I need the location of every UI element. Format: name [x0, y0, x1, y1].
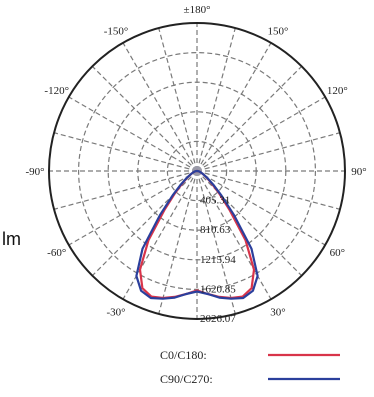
- angle-label: 60°: [330, 247, 345, 259]
- grid-ring: [166, 140, 228, 202]
- radial-tick-label: 405.31: [200, 195, 230, 207]
- angle-label: 90°: [351, 166, 366, 178]
- angle-label: 120°: [327, 85, 348, 97]
- angle-labels: ±180° 150° 120° 90° 60° 30° -30° -60° -90° -120° -…: [25, 4, 366, 318]
- grid-spoke: [196, 170, 236, 315]
- radial-tick-label: 2026.07: [200, 313, 236, 325]
- legend-label: C90/C270:: [160, 372, 213, 386]
- legend-label: C0/C180:: [160, 348, 207, 362]
- angle-label: 30°: [270, 306, 285, 318]
- grid-spoke: [53, 132, 198, 172]
- grid-spoke: [196, 132, 341, 172]
- legend: C0/C180: C90/C270:: [160, 348, 340, 386]
- grid-spoke: [68, 96, 198, 172]
- grid-spoke: [158, 27, 198, 172]
- grid-spoke: [122, 170, 198, 300]
- angle-label: -60°: [47, 247, 66, 259]
- grid-spoke: [196, 65, 303, 172]
- radial-tick-label: 810.63: [200, 224, 231, 236]
- grid-spoke: [158, 170, 198, 315]
- grid-spoke: [122, 42, 198, 172]
- polar-grid: [48, 22, 346, 320]
- grid-outer-ring: [48, 22, 346, 320]
- data-series: [135, 169, 259, 300]
- radial-tick-label: 1215.94: [200, 254, 236, 266]
- grid-spoke: [68, 170, 198, 246]
- angle-label: -150°: [104, 26, 129, 38]
- grid-spoke: [196, 42, 272, 172]
- angle-label: -120°: [44, 85, 69, 97]
- series-curve-c90-c270: [135, 169, 259, 300]
- angle-label: -90°: [25, 166, 44, 178]
- radial-tick-label: 1620.85: [200, 283, 236, 295]
- angle-label: ±180°: [184, 4, 211, 16]
- grid-spoke: [91, 170, 198, 277]
- angle-label: 150°: [268, 26, 289, 38]
- grid-spoke: [196, 170, 326, 246]
- angle-label: -30°: [106, 306, 125, 318]
- grid-spoke: [196, 27, 236, 172]
- radial-tick-labels: 405.31 810.63 1215.94 1620.85 2026.07: [200, 195, 236, 325]
- unit-label: lm: [2, 229, 21, 249]
- grid-spoke: [91, 65, 198, 172]
- grid-spoke: [53, 170, 198, 210]
- grid-spoke: [196, 96, 326, 172]
- grid-spoke: [196, 170, 272, 300]
- grid-spoke: [196, 170, 341, 210]
